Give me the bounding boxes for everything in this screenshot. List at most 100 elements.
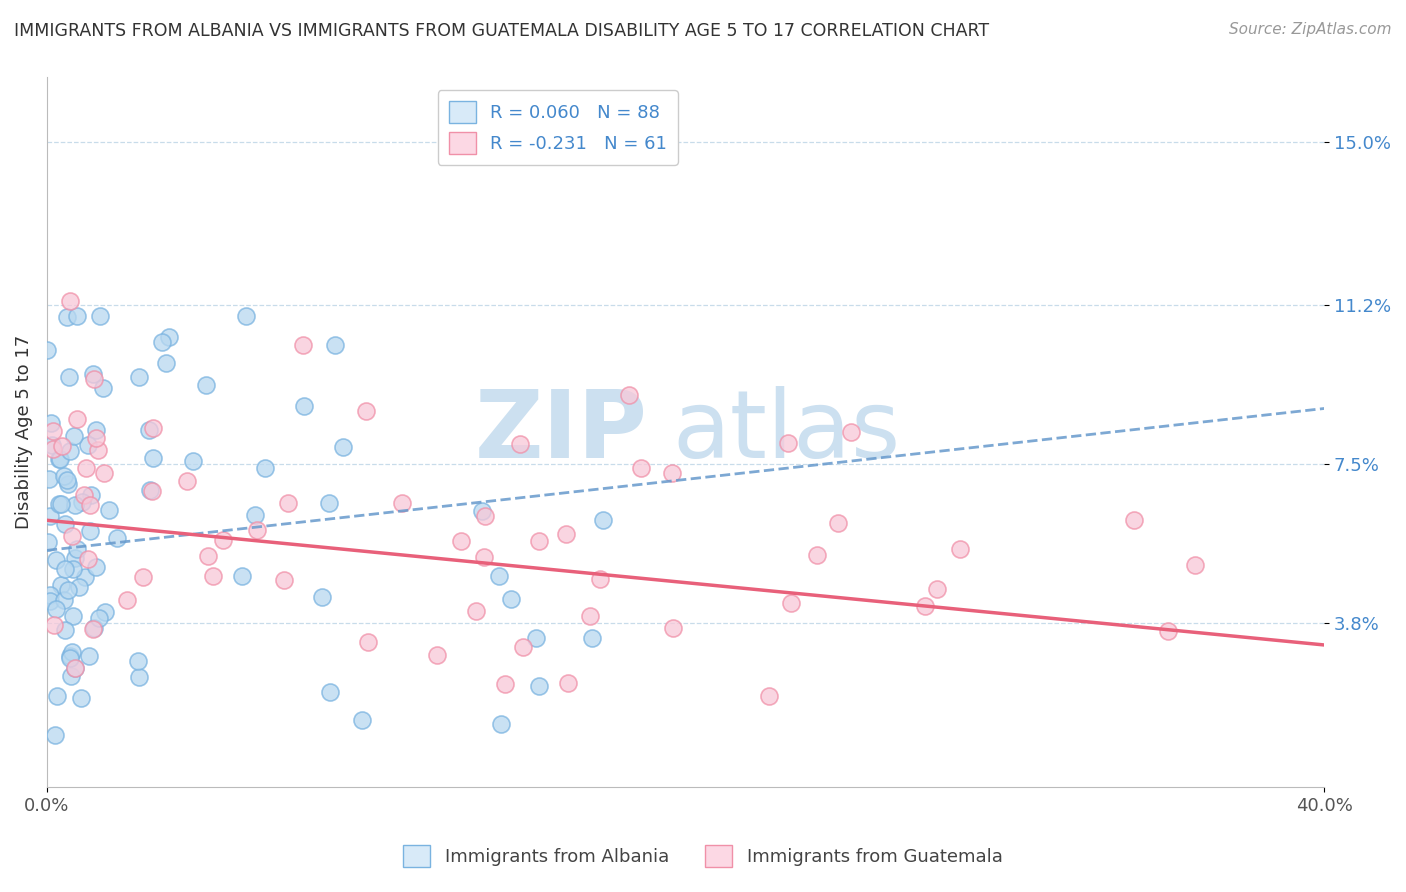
Text: Source: ZipAtlas.com: Source: ZipAtlas.com: [1229, 22, 1392, 37]
Point: [579, 609, 602, 624]
Point: [827, 516, 849, 530]
Point: [59, 293, 82, 308]
Point: [195, 378, 218, 392]
Point: [181, 454, 204, 468]
Point: [128, 670, 150, 684]
Point: [555, 527, 578, 541]
Point: [48, 497, 70, 511]
Y-axis label: Disability Age 5 to 17: Disability Age 5 to 17: [15, 335, 32, 529]
Point: [72, 488, 94, 502]
Point: [464, 604, 486, 618]
Point: [246, 524, 269, 538]
Point: [59, 444, 82, 458]
Point: [501, 592, 523, 607]
Point: [141, 484, 163, 499]
Point: [41, 437, 63, 451]
Point: [142, 420, 165, 434]
Point: [79, 524, 101, 538]
Point: [142, 450, 165, 465]
Point: [65, 661, 87, 675]
Point: [56, 477, 79, 491]
Text: IMMIGRANTS FROM ALBANIA VS IMMIGRANTS FROM GUATEMALA DISABILITY AGE 5 TO 17 CORR: IMMIGRANTS FROM ALBANIA VS IMMIGRANTS FR…: [14, 22, 990, 40]
Point: [53, 624, 76, 638]
Point: [58, 369, 80, 384]
Point: [1156, 624, 1178, 638]
Point: [38, 472, 60, 486]
Point: [75, 570, 97, 584]
Point: [39, 588, 62, 602]
Point: [87, 443, 110, 458]
Point: [66, 412, 89, 426]
Point: [52, 592, 75, 607]
Point: [65, 550, 87, 565]
Point: [91, 381, 114, 395]
Point: [949, 541, 972, 556]
Point: [37, 535, 59, 549]
Point: [212, 533, 235, 548]
Point: [56, 473, 79, 487]
Point: [38, 509, 60, 524]
Point: [491, 716, 513, 731]
Point: [311, 590, 333, 604]
Point: [69, 580, 91, 594]
Point: [509, 436, 531, 450]
Point: [49, 577, 72, 591]
Point: [512, 640, 534, 654]
Point: [319, 685, 342, 699]
Point: [776, 435, 799, 450]
Point: [356, 635, 378, 649]
Point: [426, 648, 449, 662]
Point: [60, 669, 83, 683]
Point: [592, 513, 614, 527]
Point: [79, 498, 101, 512]
Point: [77, 551, 100, 566]
Point: [127, 654, 149, 668]
Point: [87, 610, 110, 624]
Point: [780, 596, 803, 610]
Point: [1184, 558, 1206, 573]
Point: [231, 569, 253, 583]
Point: [83, 621, 105, 635]
Point: [82, 622, 104, 636]
Point: [139, 483, 162, 497]
Point: [155, 356, 177, 370]
Point: [51, 439, 73, 453]
Point: [42, 424, 65, 438]
Point: [65, 661, 87, 675]
Point: [62, 429, 84, 443]
Legend: R = 0.060   N = 88, R = -0.231   N = 61: R = 0.060 N = 88, R = -0.231 N = 61: [437, 90, 678, 165]
Point: [470, 504, 492, 518]
Point: [45, 553, 67, 567]
Point: [176, 474, 198, 488]
Point: [53, 469, 76, 483]
Point: [472, 549, 495, 564]
Point: [273, 573, 295, 587]
Point: [323, 338, 346, 352]
Point: [132, 570, 155, 584]
Point: [494, 677, 516, 691]
Point: [77, 438, 100, 452]
Point: [292, 400, 315, 414]
Point: [44, 728, 66, 742]
Point: [318, 496, 340, 510]
Point: [70, 690, 93, 705]
Point: [150, 334, 173, 349]
Point: [59, 649, 82, 664]
Point: [53, 561, 76, 575]
Point: [661, 466, 683, 480]
Point: [45, 689, 67, 703]
Point: [243, 508, 266, 522]
Point: [474, 508, 496, 523]
Point: [89, 309, 111, 323]
Point: [98, 502, 121, 516]
Point: [75, 460, 97, 475]
Point: [128, 370, 150, 384]
Point: [117, 592, 139, 607]
Point: [39, 416, 62, 430]
Point: [332, 440, 354, 454]
Point: [45, 601, 67, 615]
Point: [49, 452, 72, 467]
Point: [65, 498, 87, 512]
Legend: Immigrants from Albania, Immigrants from Guatemala: Immigrants from Albania, Immigrants from…: [396, 838, 1010, 874]
Point: [84, 423, 107, 437]
